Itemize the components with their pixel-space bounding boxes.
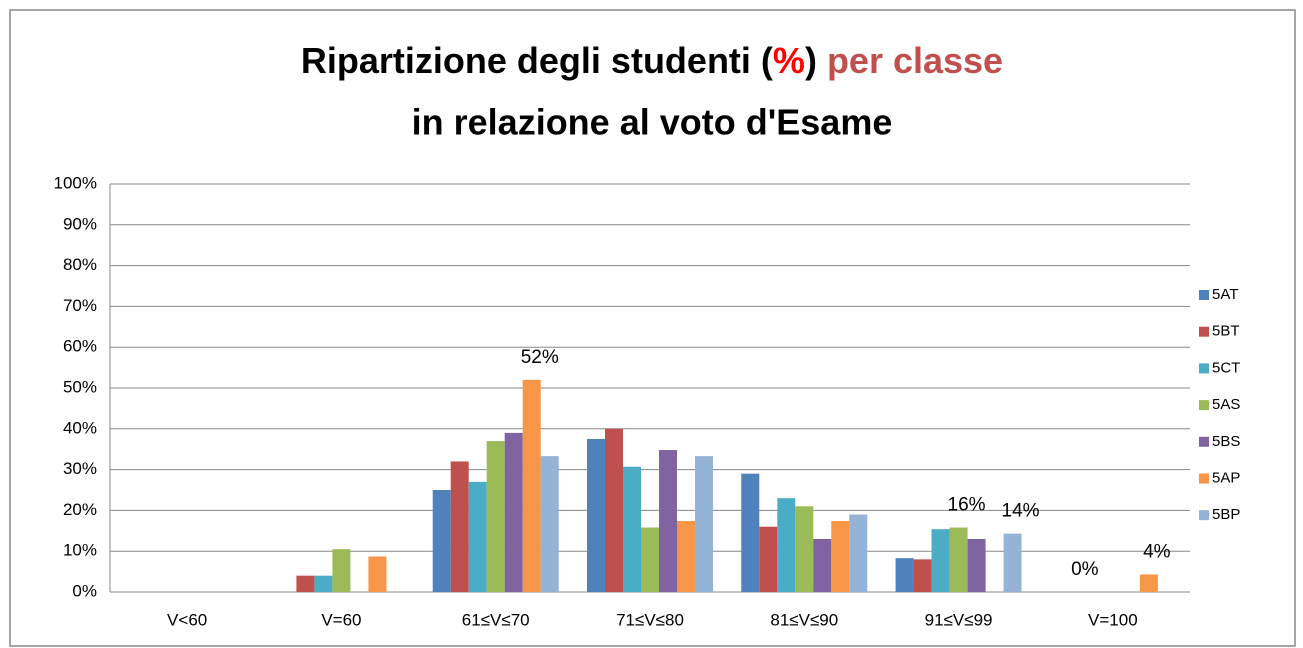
chart-title: Ripartizione degli studenti (%) per clas…: [301, 40, 1003, 81]
x-tick-label: V=100: [1088, 610, 1138, 629]
bar: [795, 506, 814, 592]
legend-label: 5CT: [1212, 359, 1240, 376]
legend-swatch: [1199, 290, 1209, 300]
x-tick-label: 91≤V≤99: [925, 610, 993, 629]
chart-title: in relazione al voto d'Esame: [412, 102, 893, 143]
legend-label: 5AT: [1212, 286, 1238, 303]
y-tick-label: 90%: [63, 214, 97, 233]
bar: [967, 538, 986, 592]
bar: [587, 439, 605, 592]
y-tick-label: 60%: [63, 337, 97, 356]
bar: [777, 498, 796, 592]
x-tick-label: 71≤V≤80: [616, 610, 684, 629]
bar: [931, 529, 950, 592]
legend-label: 5BT: [1212, 323, 1240, 340]
y-tick-label: 70%: [63, 296, 97, 315]
bar: [677, 521, 695, 592]
data-label: 16%: [948, 495, 986, 516]
bar: [540, 456, 559, 592]
bar: [641, 527, 659, 592]
data-label: 0%: [1071, 559, 1099, 580]
y-tick-label: 30%: [63, 459, 97, 478]
y-tick-label: 0%: [72, 581, 97, 600]
y-tick-label: 100%: [54, 173, 97, 192]
title-part: ): [805, 40, 817, 81]
y-tick-label: 50%: [63, 377, 97, 396]
y-tick-label: 40%: [63, 418, 97, 437]
bar: [522, 379, 541, 592]
bar: [486, 441, 505, 592]
bar: [849, 514, 868, 592]
bar: [332, 549, 351, 592]
bar: [759, 526, 778, 592]
bar: [368, 556, 387, 592]
bar: [432, 490, 451, 592]
x-tick-label: 81≤V≤90: [770, 610, 838, 629]
bar: [504, 432, 523, 592]
y-tick-label: 10%: [63, 541, 97, 560]
bar: [741, 473, 760, 592]
legend-label: 5AS: [1212, 396, 1240, 413]
bar: [296, 575, 315, 592]
bar: [659, 450, 677, 592]
x-tick-label: V<60: [167, 610, 207, 629]
bar: [813, 538, 832, 592]
title-part: Ripartizione degli studenti (: [301, 40, 773, 81]
bar: [450, 461, 469, 592]
data-label: 14%: [1002, 501, 1040, 522]
bar: [1003, 533, 1022, 592]
legend-label: 5BP: [1212, 506, 1240, 523]
title-part: per classe: [817, 40, 1003, 81]
x-tick-label: V=60: [321, 610, 361, 629]
bar: [314, 575, 333, 592]
data-label: 52%: [521, 347, 559, 368]
legend-swatch: [1199, 510, 1209, 521]
legend-swatch: [1199, 473, 1209, 484]
y-tick-label: 20%: [63, 500, 97, 519]
legend-swatch: [1199, 436, 1209, 447]
legend-label: 5BS: [1212, 433, 1240, 450]
bar: [468, 481, 487, 592]
bar: [895, 558, 914, 592]
bar: [605, 428, 623, 592]
legend-swatch: [1199, 400, 1209, 411]
bar: [949, 527, 968, 592]
bar: [623, 466, 641, 592]
legend-label: 5AP: [1212, 469, 1240, 486]
bar: [1139, 574, 1158, 592]
data-label: 4%: [1143, 541, 1171, 562]
bar: [913, 559, 932, 592]
y-tick-label: 80%: [63, 255, 97, 274]
legend-swatch: [1199, 363, 1209, 374]
title-part: %: [773, 40, 805, 81]
legend-swatch: [1199, 326, 1209, 337]
x-tick-label: 61≤V≤70: [462, 610, 530, 629]
bar: [695, 456, 713, 592]
bar: [831, 521, 850, 592]
